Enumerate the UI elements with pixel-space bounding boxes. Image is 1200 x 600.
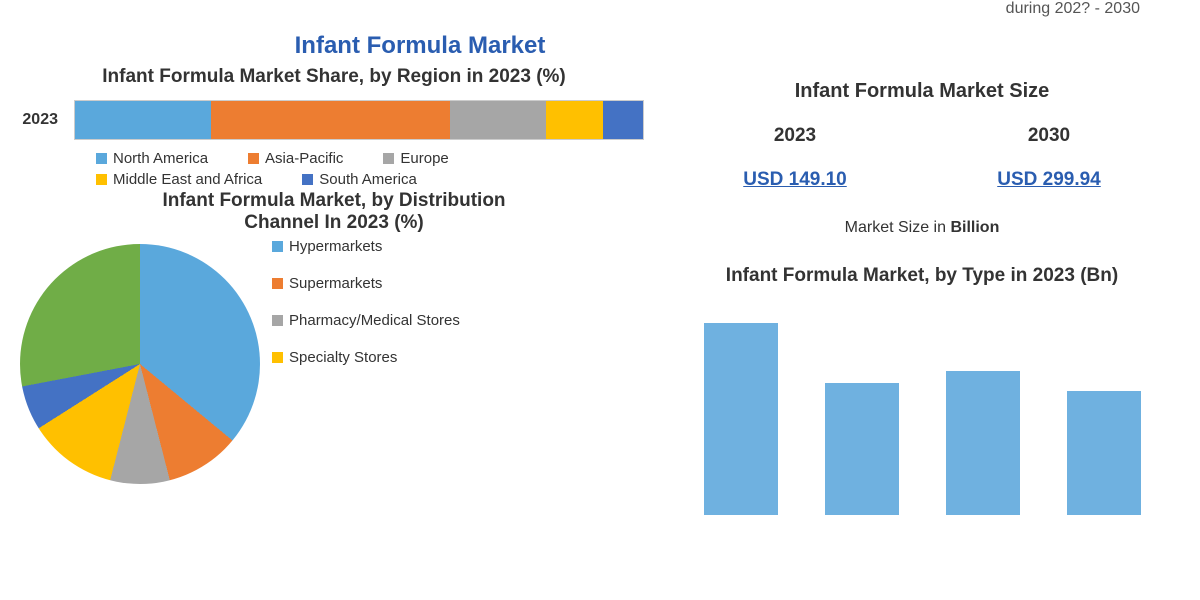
market-size-col-2030: 2030 USD 299.94: [997, 125, 1101, 191]
content-grid: Infant Formula Market Share, by Region i…: [24, 66, 1176, 515]
region-legend-item: South America: [302, 171, 417, 188]
region-legend-item: Middle East and Africa: [96, 171, 262, 188]
type-bar: [946, 371, 1020, 515]
market-size-value-2023: USD 149.10: [743, 169, 847, 191]
legend-label: Europe: [400, 150, 448, 167]
distribution-legend-item: Specialty Stores: [272, 349, 460, 366]
type-chart: Infant Formula Market, by Type in 2023 (…: [668, 237, 1176, 515]
market-size-unit: Market Size in Billion: [668, 219, 1176, 237]
type-bar: [1067, 391, 1141, 515]
distribution-pie: [20, 244, 260, 484]
left-column: Infant Formula Market Share, by Region i…: [24, 66, 644, 515]
type-chart-bars: [668, 315, 1176, 515]
region-legend-item: Asia-Pacific: [248, 150, 343, 167]
market-size-year-2023: 2023: [743, 125, 847, 147]
legend-label: Hypermarkets: [289, 238, 382, 255]
distribution-legend-item: Pharmacy/Medical Stores: [272, 312, 460, 329]
distribution-chart: Infant Formula Market, by Distribution C…: [24, 190, 644, 484]
legend-label: Supermarkets: [289, 275, 382, 292]
region-share-legend: North America Asia-Pacific Europe Middle Ea…: [96, 150, 616, 188]
legend-label: Pharmacy/Medical Stores: [289, 312, 460, 329]
region-segment: [75, 101, 211, 139]
legend-label: North America: [113, 150, 208, 167]
region-segment: [211, 101, 450, 139]
region-legend-item: Europe: [383, 150, 448, 167]
legend-swatch: [383, 153, 394, 164]
legend-label: Specialty Stores: [289, 349, 397, 366]
region-share-title: Infant Formula Market Share, by Region i…: [24, 66, 644, 88]
legend-label: South America: [319, 171, 417, 188]
legend-swatch: [272, 278, 283, 289]
top-note: during 202? - 2030: [1006, 0, 1140, 18]
type-bar: [704, 323, 778, 515]
region-segment: [450, 101, 547, 139]
legend-label: Asia-Pacific: [265, 150, 343, 167]
legend-swatch: [272, 315, 283, 326]
distribution-title: Infant Formula Market, by Distribution C…: [124, 190, 544, 234]
market-size-unit-prefix: Market Size in: [845, 219, 951, 236]
region-share-bar-row: 2023: [14, 100, 644, 140]
market-size-unit-bold: Billion: [950, 219, 999, 236]
market-size-year-2030: 2030: [997, 125, 1101, 147]
region-segment: [546, 101, 603, 139]
distribution-pie-wrap: Hypermarkets Supermarkets Pharmacy/Medical…: [24, 240, 644, 484]
market-size-columns: 2023 USD 149.10 2030 USD 299.94: [668, 125, 1176, 191]
legend-swatch: [96, 153, 107, 164]
legend-label: Middle East and Africa: [113, 171, 262, 188]
main-title: Infant Formula Market: [0, 32, 1176, 60]
distribution-legend: Hypermarkets Supermarkets Pharmacy/Medical…: [272, 238, 460, 366]
legend-swatch: [248, 153, 259, 164]
region-segment: [603, 101, 643, 139]
market-size-col-2023: 2023 USD 149.10: [743, 125, 847, 191]
legend-swatch: [96, 174, 107, 185]
type-bar: [825, 383, 899, 515]
legend-swatch: [272, 352, 283, 363]
market-size-title: Infant Formula Market Size: [668, 80, 1176, 103]
market-size-panel: Infant Formula Market Size 2023 USD 149.…: [668, 66, 1176, 237]
market-size-value-2030: USD 299.94: [997, 169, 1101, 191]
legend-swatch: [272, 241, 283, 252]
type-chart-title: Infant Formula Market, by Type in 2023 (…: [668, 265, 1176, 287]
right-column: Infant Formula Market Size 2023 USD 149.…: [668, 66, 1176, 515]
distribution-legend-item: Hypermarkets: [272, 238, 460, 255]
region-share-chart: Infant Formula Market Share, by Region i…: [24, 66, 644, 190]
distribution-legend-item: Supermarkets: [272, 275, 460, 292]
legend-swatch: [302, 174, 313, 185]
region-legend-item: North America: [96, 150, 208, 167]
region-share-bar: [74, 100, 644, 140]
region-share-year-label: 2023: [14, 111, 58, 129]
